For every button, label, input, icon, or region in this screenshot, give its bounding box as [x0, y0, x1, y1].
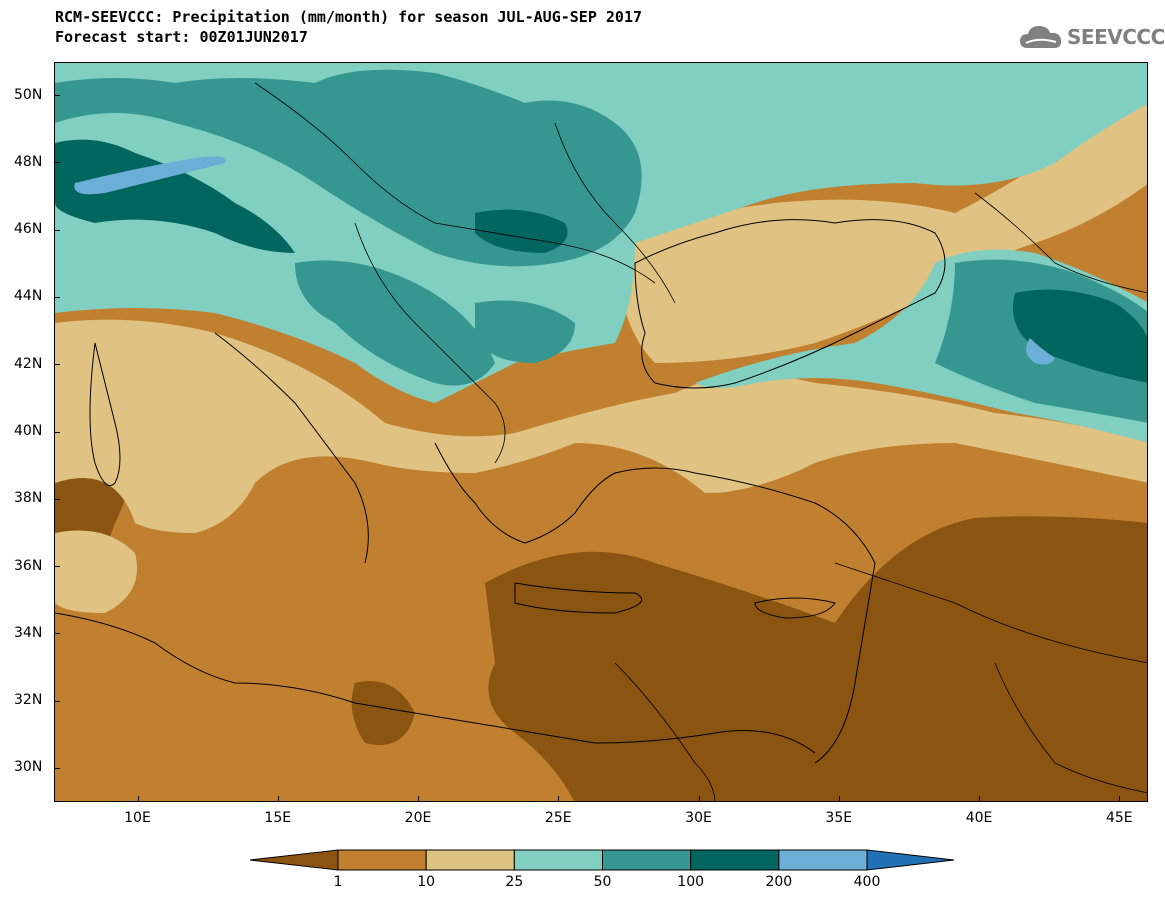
precip-zone-10-25 — [55, 319, 1147, 533]
colorbar-swatch-above-400 — [866, 849, 955, 871]
lat-tick — [54, 633, 60, 635]
precip-zone-200-400-caucasus — [1026, 338, 1055, 365]
colorbar-legend: 1 10 25 50 100 200 400 — [249, 848, 955, 890]
lat-tick — [54, 364, 60, 366]
lat-tick — [54, 431, 60, 433]
lon-tick-label: 15E — [264, 810, 292, 826]
lon-tick-label: 25E — [544, 810, 572, 826]
precip-zone-100-200-caucasus — [1013, 289, 1147, 383]
colorbar-swatch — [778, 849, 868, 871]
lon-tick — [698, 796, 700, 802]
lat-tick — [54, 162, 60, 164]
lon-tick-label: 35E — [825, 810, 853, 826]
lon-tick-label: 20E — [404, 810, 432, 826]
lat-tick — [54, 296, 60, 298]
lon-tick — [418, 796, 420, 802]
precip-zone-50-100-balkans — [295, 260, 495, 386]
lon-tick-label: 10E — [124, 810, 151, 826]
lat-tick — [54, 498, 60, 500]
forecast-start-subtitle: Forecast start: 00Z01JUN2017 — [55, 28, 308, 46]
lat-tick — [54, 95, 60, 97]
lat-tick-label: 36N — [14, 557, 43, 574]
lat-tick-label: 44N — [14, 288, 43, 305]
precip-zone-10-25-blacksea — [615, 74, 1147, 363]
lon-tick — [1119, 796, 1121, 802]
colorbar-swatch — [425, 849, 515, 871]
precip-zone-below-1 — [485, 516, 1147, 801]
lat-tick — [54, 767, 60, 769]
lon-tick-label: 30E — [685, 810, 712, 826]
precip-zone-10-25-tunisia — [55, 530, 137, 613]
colorbar-swatches — [249, 849, 955, 871]
lon-tick — [838, 796, 840, 802]
lat-tick-label: 40N — [14, 423, 43, 439]
cloud-icon — [1020, 26, 1062, 48]
coastlines — [55, 219, 946, 764]
logo-text: SEEVCCC — [1067, 25, 1165, 49]
lon-tick — [277, 796, 279, 802]
colorbar-swatch — [602, 849, 692, 871]
lon-tick — [558, 796, 560, 802]
map-canvas — [55, 63, 1147, 801]
precip-zone-100-200-alps — [55, 139, 295, 253]
colorbar-label: 200 — [765, 874, 793, 890]
lon-tick-label: 45E — [1105, 810, 1133, 826]
lat-tick — [54, 700, 60, 702]
lat-tick-label: 48N — [14, 153, 43, 170]
lon-tick — [979, 796, 981, 802]
lat-tick-label: 42N — [14, 355, 43, 372]
lon-tick — [137, 796, 139, 802]
colorbar-swatch — [513, 849, 604, 871]
map-title: RCM-SEEVCCC: Precipitation (mm/month) fo… — [55, 8, 642, 26]
lat-tick-label: 38N — [14, 490, 43, 507]
lat-tick — [54, 566, 60, 568]
country-borders — [254, 82, 1147, 801]
lat-tick-label: 34N — [14, 624, 43, 641]
colorbar-swatch-below-1 — [249, 849, 339, 871]
seevccc-logo: SEEVCCC — [1018, 22, 1165, 52]
precipitation-map — [54, 62, 1148, 802]
colorbar-label: 25 — [505, 874, 524, 890]
colorbar-swatch — [690, 849, 780, 871]
lat-tick — [54, 229, 60, 231]
lat-tick-label: 46N — [14, 221, 43, 238]
colorbar-label: 400 — [853, 874, 881, 890]
lon-tick-label: 40E — [965, 810, 993, 826]
colorbar-swatch — [337, 849, 427, 871]
precip-zone-below-1-libya — [351, 681, 415, 745]
lat-tick-label: 30N — [14, 759, 43, 776]
precip-zone-100-200-carpathians — [475, 209, 568, 253]
colorbar-label: 50 — [593, 874, 612, 890]
lat-tick-label: 50N — [14, 86, 43, 103]
colorbar-label: 1 — [333, 874, 343, 890]
precip-zone-50-100-serbia — [475, 300, 575, 363]
lat-tick-label: 32N — [14, 692, 43, 709]
precip-zone-10-25-anatolia — [695, 421, 775, 493]
colorbar-label: 10 — [417, 874, 436, 890]
precip-zone-200-400-alps — [74, 156, 226, 195]
colorbar-label: 100 — [677, 874, 705, 890]
